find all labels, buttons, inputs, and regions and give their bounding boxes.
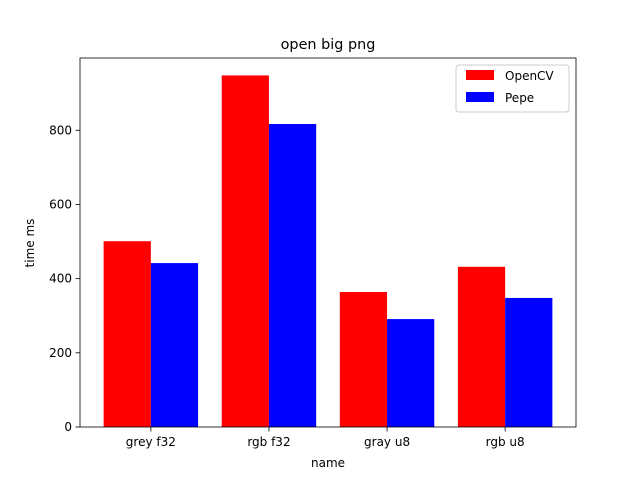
legend-label-opencv: OpenCV xyxy=(505,69,554,83)
legend-label-pepe: Pepe xyxy=(505,91,534,105)
y-axis-label: time ms xyxy=(23,219,37,268)
y-tick-label: 0 xyxy=(64,420,72,434)
y-tick-label: 200 xyxy=(49,346,72,360)
chart-title: open big png xyxy=(281,37,376,53)
bar-opencv-rgb-u8 xyxy=(457,266,506,427)
x-tick-label: grey f32 xyxy=(126,435,176,449)
bar-opencv-grey-f32 xyxy=(103,241,151,427)
legend-swatch-opencv xyxy=(466,70,494,80)
x-tick-label: gray u8 xyxy=(364,435,410,449)
legend: OpenCV Pepe xyxy=(455,64,570,113)
bar-pepe-rgb-u8 xyxy=(505,297,553,427)
bar-pepe-rgb-f32 xyxy=(268,124,317,428)
y-tick-label: 400 xyxy=(49,272,72,286)
y-tick-label: 800 xyxy=(49,123,72,137)
x-axis-label: name xyxy=(311,456,345,470)
bar-pepe-gray-u8 xyxy=(387,319,435,427)
legend-swatch-pepe xyxy=(466,92,494,102)
bar-opencv-rgb-f32 xyxy=(221,75,269,428)
x-tick-label: rgb f32 xyxy=(247,435,290,449)
bar-opencv-gray-u8 xyxy=(339,292,388,427)
bar-pepe-grey-f32 xyxy=(150,263,199,427)
plot-frame xyxy=(79,57,577,428)
x-tick-label: rgb u8 xyxy=(486,435,525,449)
bar-marks xyxy=(103,75,553,428)
y-tick-label: 600 xyxy=(49,197,72,211)
axes: 0 200 400 600 800 grey f32 rgb f32 gray u8 rgb u… xyxy=(49,57,577,449)
